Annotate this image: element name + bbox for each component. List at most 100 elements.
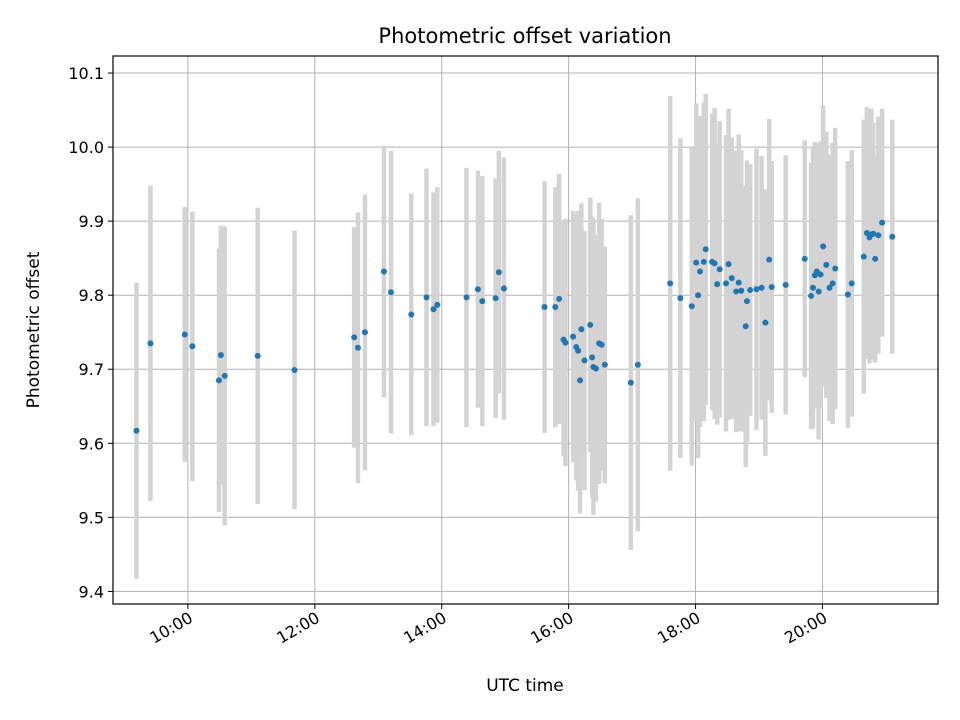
data-point bbox=[575, 347, 582, 354]
data-point bbox=[832, 265, 839, 272]
data-point bbox=[217, 352, 224, 359]
data-point bbox=[581, 357, 588, 364]
data-point bbox=[747, 287, 754, 294]
data-point bbox=[801, 255, 808, 262]
data-point bbox=[809, 284, 816, 291]
data-point bbox=[541, 304, 548, 311]
y-tick-label: 10.1 bbox=[68, 64, 104, 83]
data-point bbox=[387, 289, 394, 296]
data-point bbox=[181, 331, 188, 338]
data-point bbox=[589, 354, 596, 361]
data-point bbox=[716, 266, 723, 273]
data-point bbox=[753, 286, 760, 293]
data-point bbox=[889, 233, 896, 240]
chart-title: Photometric offset variation bbox=[378, 24, 671, 48]
data-point bbox=[492, 295, 499, 302]
data-point bbox=[351, 334, 358, 341]
data-point bbox=[570, 333, 577, 340]
data-point bbox=[723, 280, 730, 287]
data-point bbox=[291, 366, 298, 373]
data-point bbox=[742, 323, 749, 330]
data-point bbox=[848, 280, 855, 287]
data-point bbox=[627, 379, 634, 386]
data-point bbox=[423, 294, 430, 301]
y-tick-label: 9.5 bbox=[79, 508, 104, 527]
data-point bbox=[578, 326, 585, 333]
data-point bbox=[815, 288, 822, 295]
data-point bbox=[495, 269, 502, 276]
data-point bbox=[766, 256, 773, 263]
data-point bbox=[474, 286, 481, 293]
y-tick-label: 9.7 bbox=[79, 360, 104, 379]
data-point bbox=[808, 292, 815, 299]
data-point bbox=[817, 271, 824, 278]
data-point bbox=[728, 275, 735, 282]
y-axis-label: Photometric offset bbox=[24, 251, 44, 408]
data-point bbox=[738, 287, 745, 294]
data-point bbox=[221, 372, 228, 379]
data-point bbox=[380, 268, 387, 275]
data-point bbox=[354, 344, 361, 351]
y-tick-label: 10.0 bbox=[68, 138, 104, 157]
data-point bbox=[189, 343, 196, 350]
data-point bbox=[667, 280, 674, 287]
data-point bbox=[829, 280, 836, 287]
data-point bbox=[430, 306, 437, 313]
plot-frame bbox=[112, 55, 939, 605]
data-point bbox=[587, 321, 594, 328]
data-point bbox=[562, 339, 569, 346]
y-tick-label: 9.9 bbox=[79, 212, 104, 231]
data-point bbox=[820, 243, 827, 250]
data-point bbox=[361, 329, 368, 336]
data-point bbox=[870, 230, 877, 237]
data-point bbox=[479, 298, 486, 305]
data-point bbox=[714, 281, 721, 288]
data-point bbox=[762, 319, 769, 326]
data-point bbox=[758, 284, 765, 291]
data-point bbox=[147, 340, 154, 347]
data-point bbox=[601, 361, 608, 368]
data-point bbox=[872, 255, 879, 262]
data-point bbox=[463, 294, 470, 301]
data-point bbox=[879, 219, 886, 226]
data-point bbox=[743, 298, 750, 305]
data-points bbox=[133, 219, 896, 434]
data-point bbox=[133, 427, 140, 434]
x-axis-label: UTC time bbox=[486, 676, 564, 696]
y-axis: 9.4 9.5 9.6 9.7 9.8 9.9 10.0 10.1 bbox=[68, 64, 113, 601]
data-point bbox=[695, 292, 702, 299]
y-tick-label: 9.6 bbox=[79, 434, 104, 453]
data-point bbox=[577, 377, 584, 384]
grid bbox=[113, 56, 938, 604]
data-point bbox=[408, 311, 415, 318]
data-point bbox=[434, 301, 441, 308]
data-point bbox=[254, 352, 261, 359]
data-point bbox=[844, 291, 851, 298]
data-point bbox=[697, 268, 704, 275]
data-point bbox=[688, 303, 695, 310]
data-point bbox=[711, 260, 718, 267]
data-point bbox=[598, 341, 605, 348]
data-point bbox=[875, 232, 882, 239]
data-point bbox=[768, 284, 775, 291]
data-point bbox=[823, 261, 830, 268]
data-point bbox=[693, 259, 700, 266]
data-point bbox=[634, 361, 641, 368]
data-point bbox=[826, 284, 833, 291]
data-point bbox=[500, 285, 507, 292]
data-point bbox=[702, 246, 709, 253]
data-point bbox=[592, 365, 599, 372]
data-point bbox=[782, 281, 789, 288]
data-point bbox=[725, 261, 732, 268]
data-point bbox=[860, 253, 867, 260]
data-point bbox=[556, 295, 563, 302]
data-point bbox=[215, 377, 222, 384]
data-point bbox=[735, 279, 742, 286]
data-point bbox=[700, 258, 707, 265]
data-point bbox=[677, 295, 684, 302]
data-point bbox=[733, 288, 740, 295]
y-tick-label: 9.8 bbox=[79, 286, 104, 305]
y-tick-label: 9.4 bbox=[79, 582, 104, 601]
data-point bbox=[552, 304, 559, 311]
